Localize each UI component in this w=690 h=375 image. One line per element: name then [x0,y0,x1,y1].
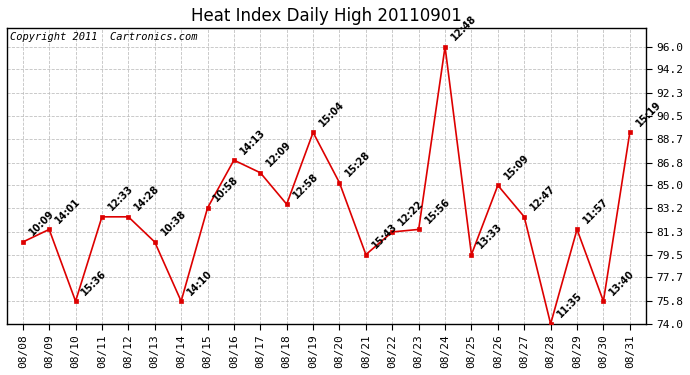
Text: 15:09: 15:09 [502,152,531,181]
Text: 11:35: 11:35 [555,291,584,320]
Text: 10:58: 10:58 [212,175,241,204]
Text: 11:57: 11:57 [581,196,610,225]
Text: 14:01: 14:01 [53,196,82,225]
Text: 15:04: 15:04 [317,99,346,128]
Text: 13:33: 13:33 [475,222,504,251]
Text: 10:38: 10:38 [159,209,188,238]
Text: 15:56: 15:56 [423,196,452,225]
Text: Copyright 2011  Cartronics.com: Copyright 2011 Cartronics.com [10,32,197,42]
Text: 15:36: 15:36 [80,268,109,297]
Text: 14:13: 14:13 [238,127,267,156]
Text: 12:09: 12:09 [264,140,293,169]
Text: 12:58: 12:58 [291,171,320,200]
Text: 15:43: 15:43 [370,222,399,251]
Text: 15:28: 15:28 [344,150,373,178]
Text: 14:28: 14:28 [132,184,161,213]
Text: 12:33: 12:33 [106,184,135,213]
Text: 12:22: 12:22 [397,199,426,228]
Title: Heat Index Daily High 20110901: Heat Index Daily High 20110901 [191,7,462,25]
Text: 10:09: 10:09 [27,209,56,238]
Text: 14:10: 14:10 [186,268,215,297]
Text: 15:19: 15:19 [634,99,663,128]
Text: 13:40: 13:40 [608,268,637,297]
Text: 12:47: 12:47 [529,184,558,213]
Text: 12:48: 12:48 [449,13,478,43]
